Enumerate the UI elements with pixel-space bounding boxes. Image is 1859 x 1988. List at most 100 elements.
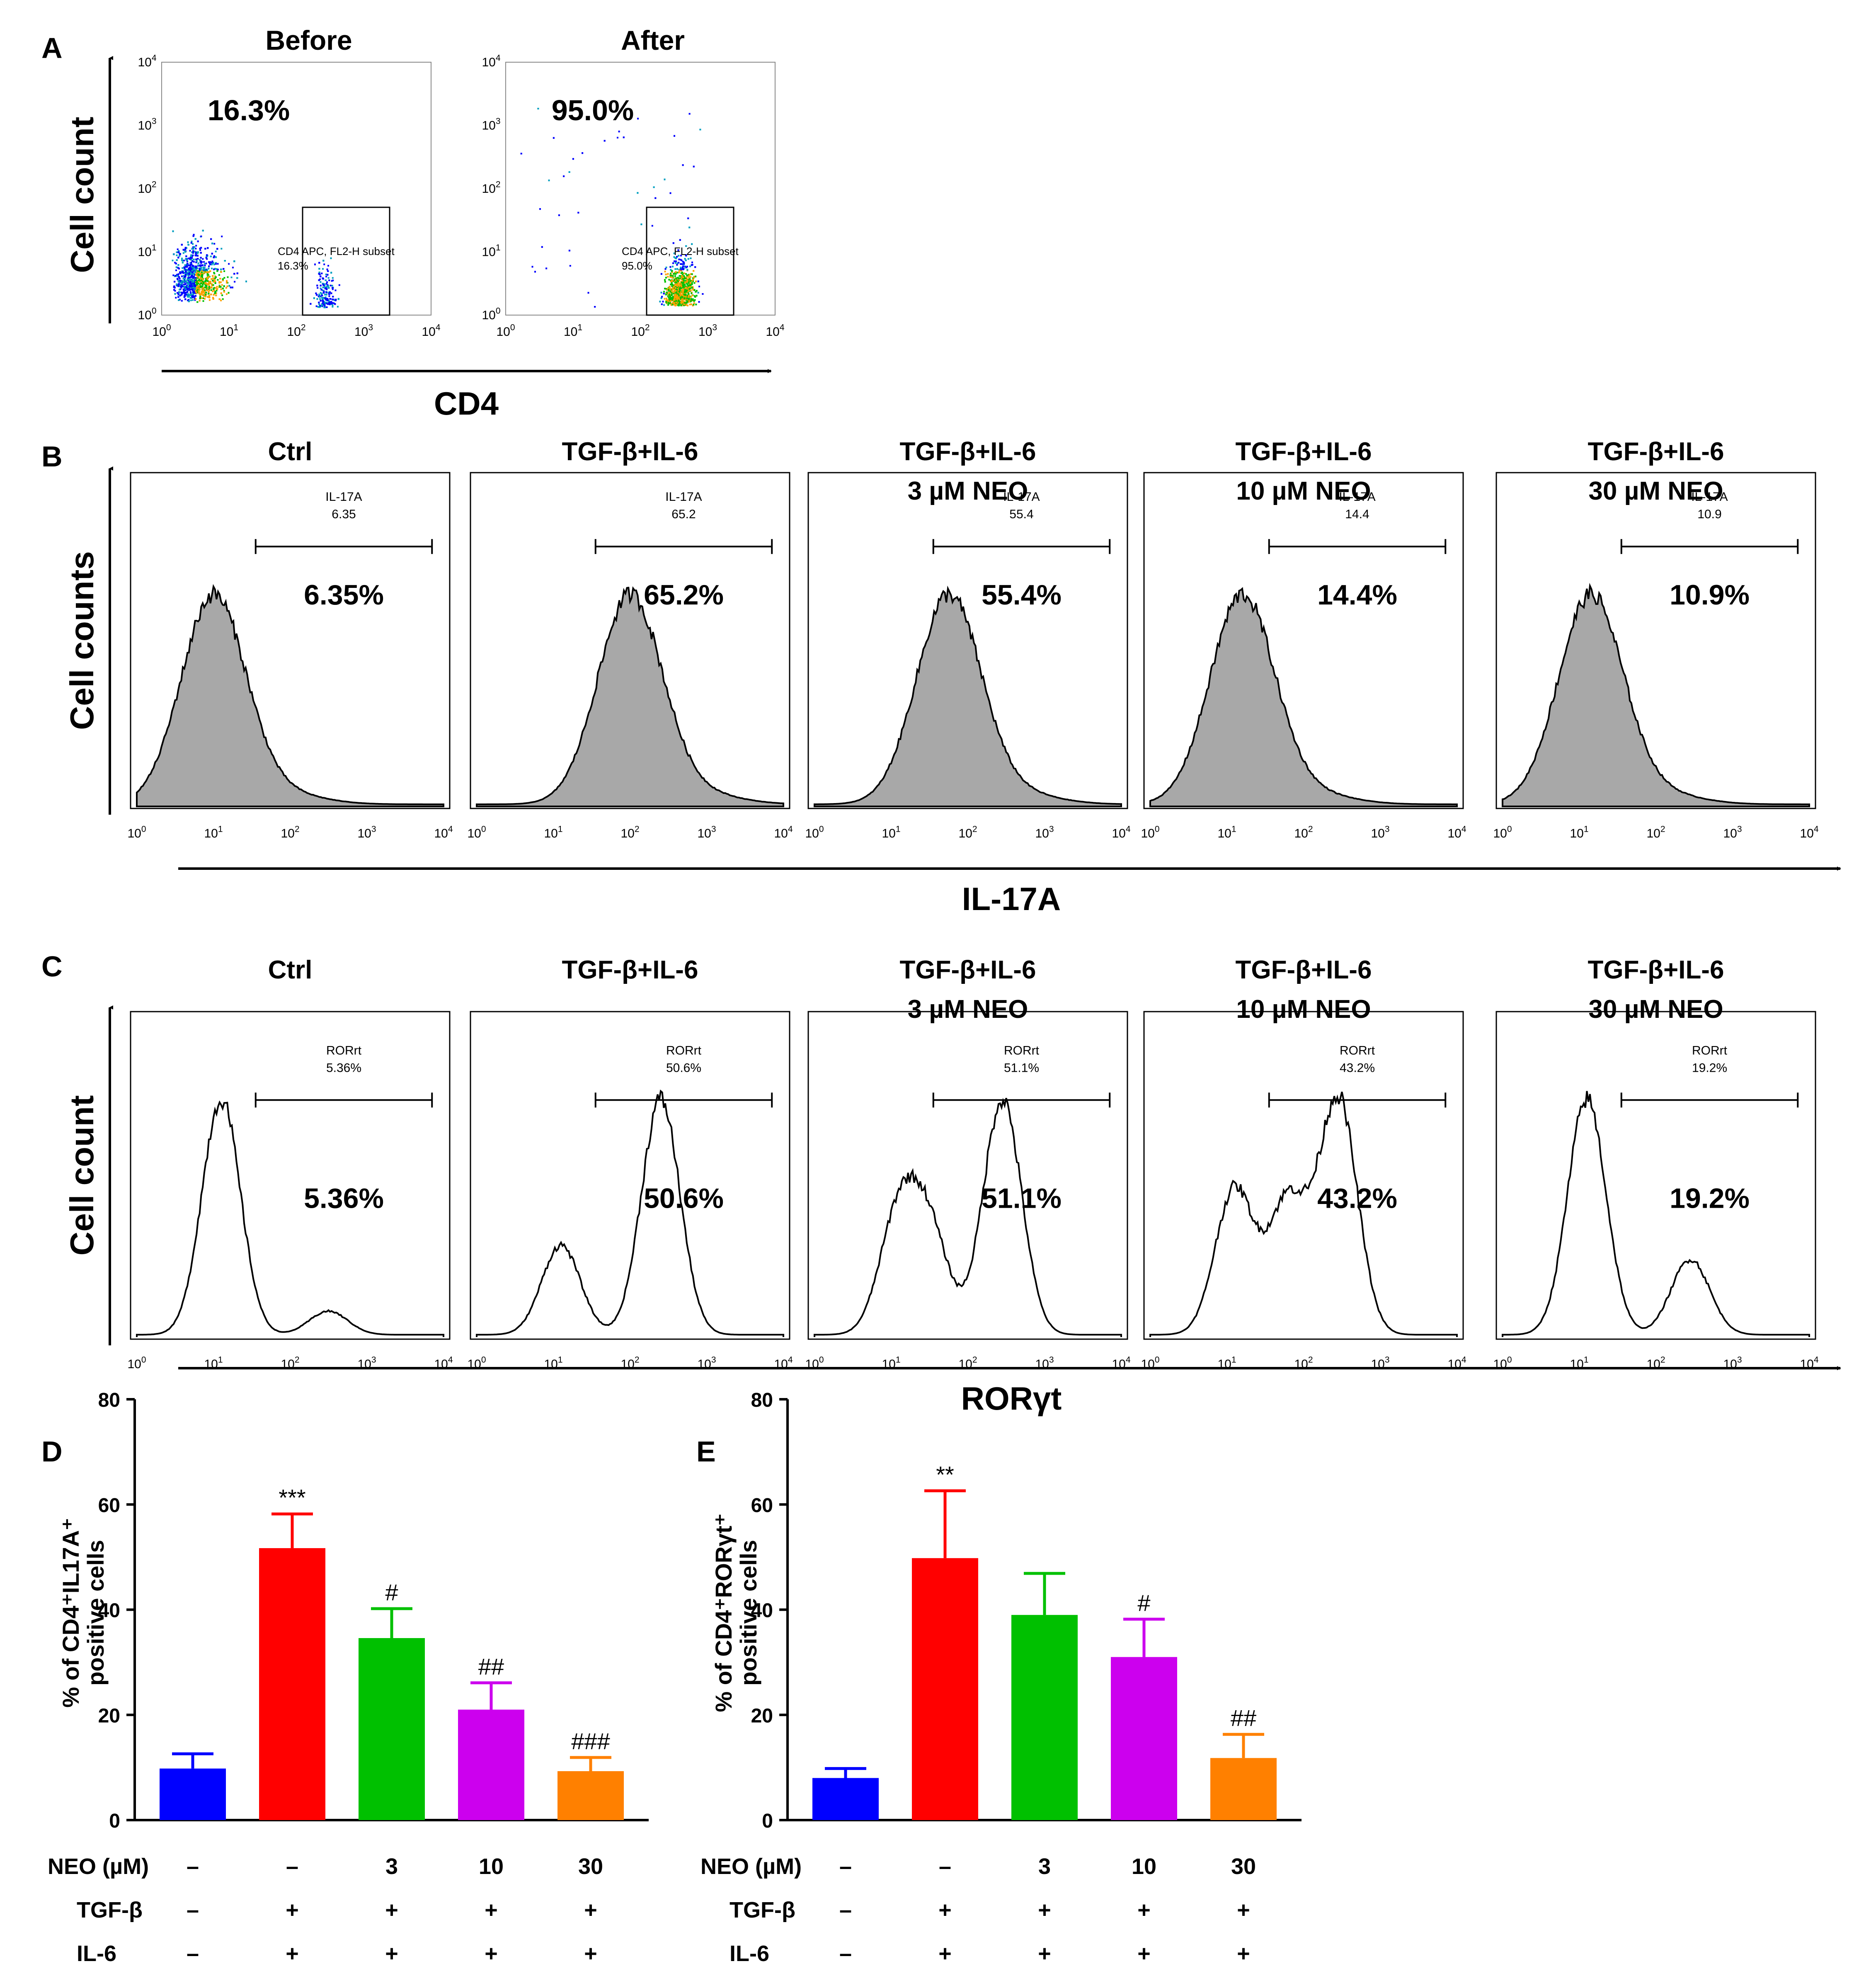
event-dot [195,274,197,276]
event-dot [673,273,675,275]
event-dot [177,292,178,294]
event-dot [195,258,197,260]
event-dot [192,254,194,256]
event-dot [690,282,692,284]
event-dot [230,277,233,278]
event-dot [186,269,188,271]
event-dot [687,292,689,294]
event-dot [194,269,196,272]
event-dot [693,300,695,302]
event-dot [319,305,321,307]
event-dot [677,304,679,306]
event-dot [667,300,669,302]
event-dot [693,270,695,272]
event-dot [182,289,184,291]
event-dot [677,297,679,299]
event-dot [604,140,606,142]
event-dot [197,277,199,279]
plot-title: TGF-β+IL-6 [1588,437,1724,466]
event-dot [196,272,198,274]
event-dot [208,287,211,289]
plot-title: TGF-β+IL-6 [1236,956,1372,984]
event-dot [694,299,696,301]
x-tick-label: 103 [698,323,717,339]
event-dot [675,287,676,289]
event-dot [677,280,679,282]
event-dot [672,275,674,277]
event-dot [659,301,661,303]
event-dot [187,282,189,284]
event-dot [686,296,688,298]
event-dot [220,281,222,283]
event-dot [206,254,208,256]
plot-title: TGF-β+IL-6 [1588,956,1724,984]
event-dot [328,295,330,297]
event-dot [332,287,334,289]
event-dot [214,282,216,284]
x-tick-label: 104 [1800,1355,1818,1371]
event-dot [671,303,674,306]
event-dot [325,302,327,304]
event-dot [320,289,322,291]
event-dot [679,290,681,292]
event-dot [188,257,190,260]
event-dot [665,273,667,275]
event-dot [670,304,672,306]
event-dot [667,276,669,278]
event-dot [691,286,693,289]
big-percent: 51.1% [982,1182,1062,1214]
event-dot [671,279,673,282]
event-dot [328,293,330,295]
event-dot [207,296,209,298]
event-dot [667,287,669,289]
event-dot [683,302,686,304]
x-tick-label: 100 [1493,1355,1512,1371]
event-dot [325,273,327,275]
big-percent: 5.36% [304,1182,384,1214]
event-dot [676,289,678,291]
event-dot [228,292,230,294]
event-dot [314,263,316,265]
event-dot [539,208,541,210]
x-tick-label: 101 [204,1355,223,1371]
event-dot [204,248,206,250]
event-dot [215,292,217,294]
event-dot [691,264,693,266]
event-dot [215,256,217,258]
event-dot [202,283,204,285]
event-dot [679,284,681,286]
event-dot [208,267,210,269]
event-dot [691,292,693,294]
event-dot [697,280,699,282]
event-dot [191,283,193,285]
event-dot [226,282,228,284]
event-dot [190,273,192,275]
event-dot [206,274,208,276]
event-dot [689,303,691,306]
event-dot [684,289,686,291]
x-tick-label: 103 [1371,1355,1389,1371]
event-dot [215,262,217,264]
plot-title: TGF-β+IL-6 [900,956,1036,984]
event-dot [688,279,690,281]
event-dot [319,278,321,280]
event-dot [205,283,207,285]
event-dot [192,273,194,275]
big-percent: 6.35% [304,579,384,611]
event-dot [203,261,205,263]
event-dot [222,287,224,289]
x-tick-label: 101 [204,825,223,841]
event-dot [329,302,331,304]
event-dot [199,286,201,288]
event-dot [208,289,211,291]
event-dot [202,278,204,280]
event-dot [325,283,327,285]
event-dot [669,300,671,302]
event-dot [691,299,693,301]
event-dot [200,265,202,267]
event-dot [322,268,324,270]
event-dot [185,255,187,257]
event-dot [693,165,695,167]
event-dot [177,280,179,282]
